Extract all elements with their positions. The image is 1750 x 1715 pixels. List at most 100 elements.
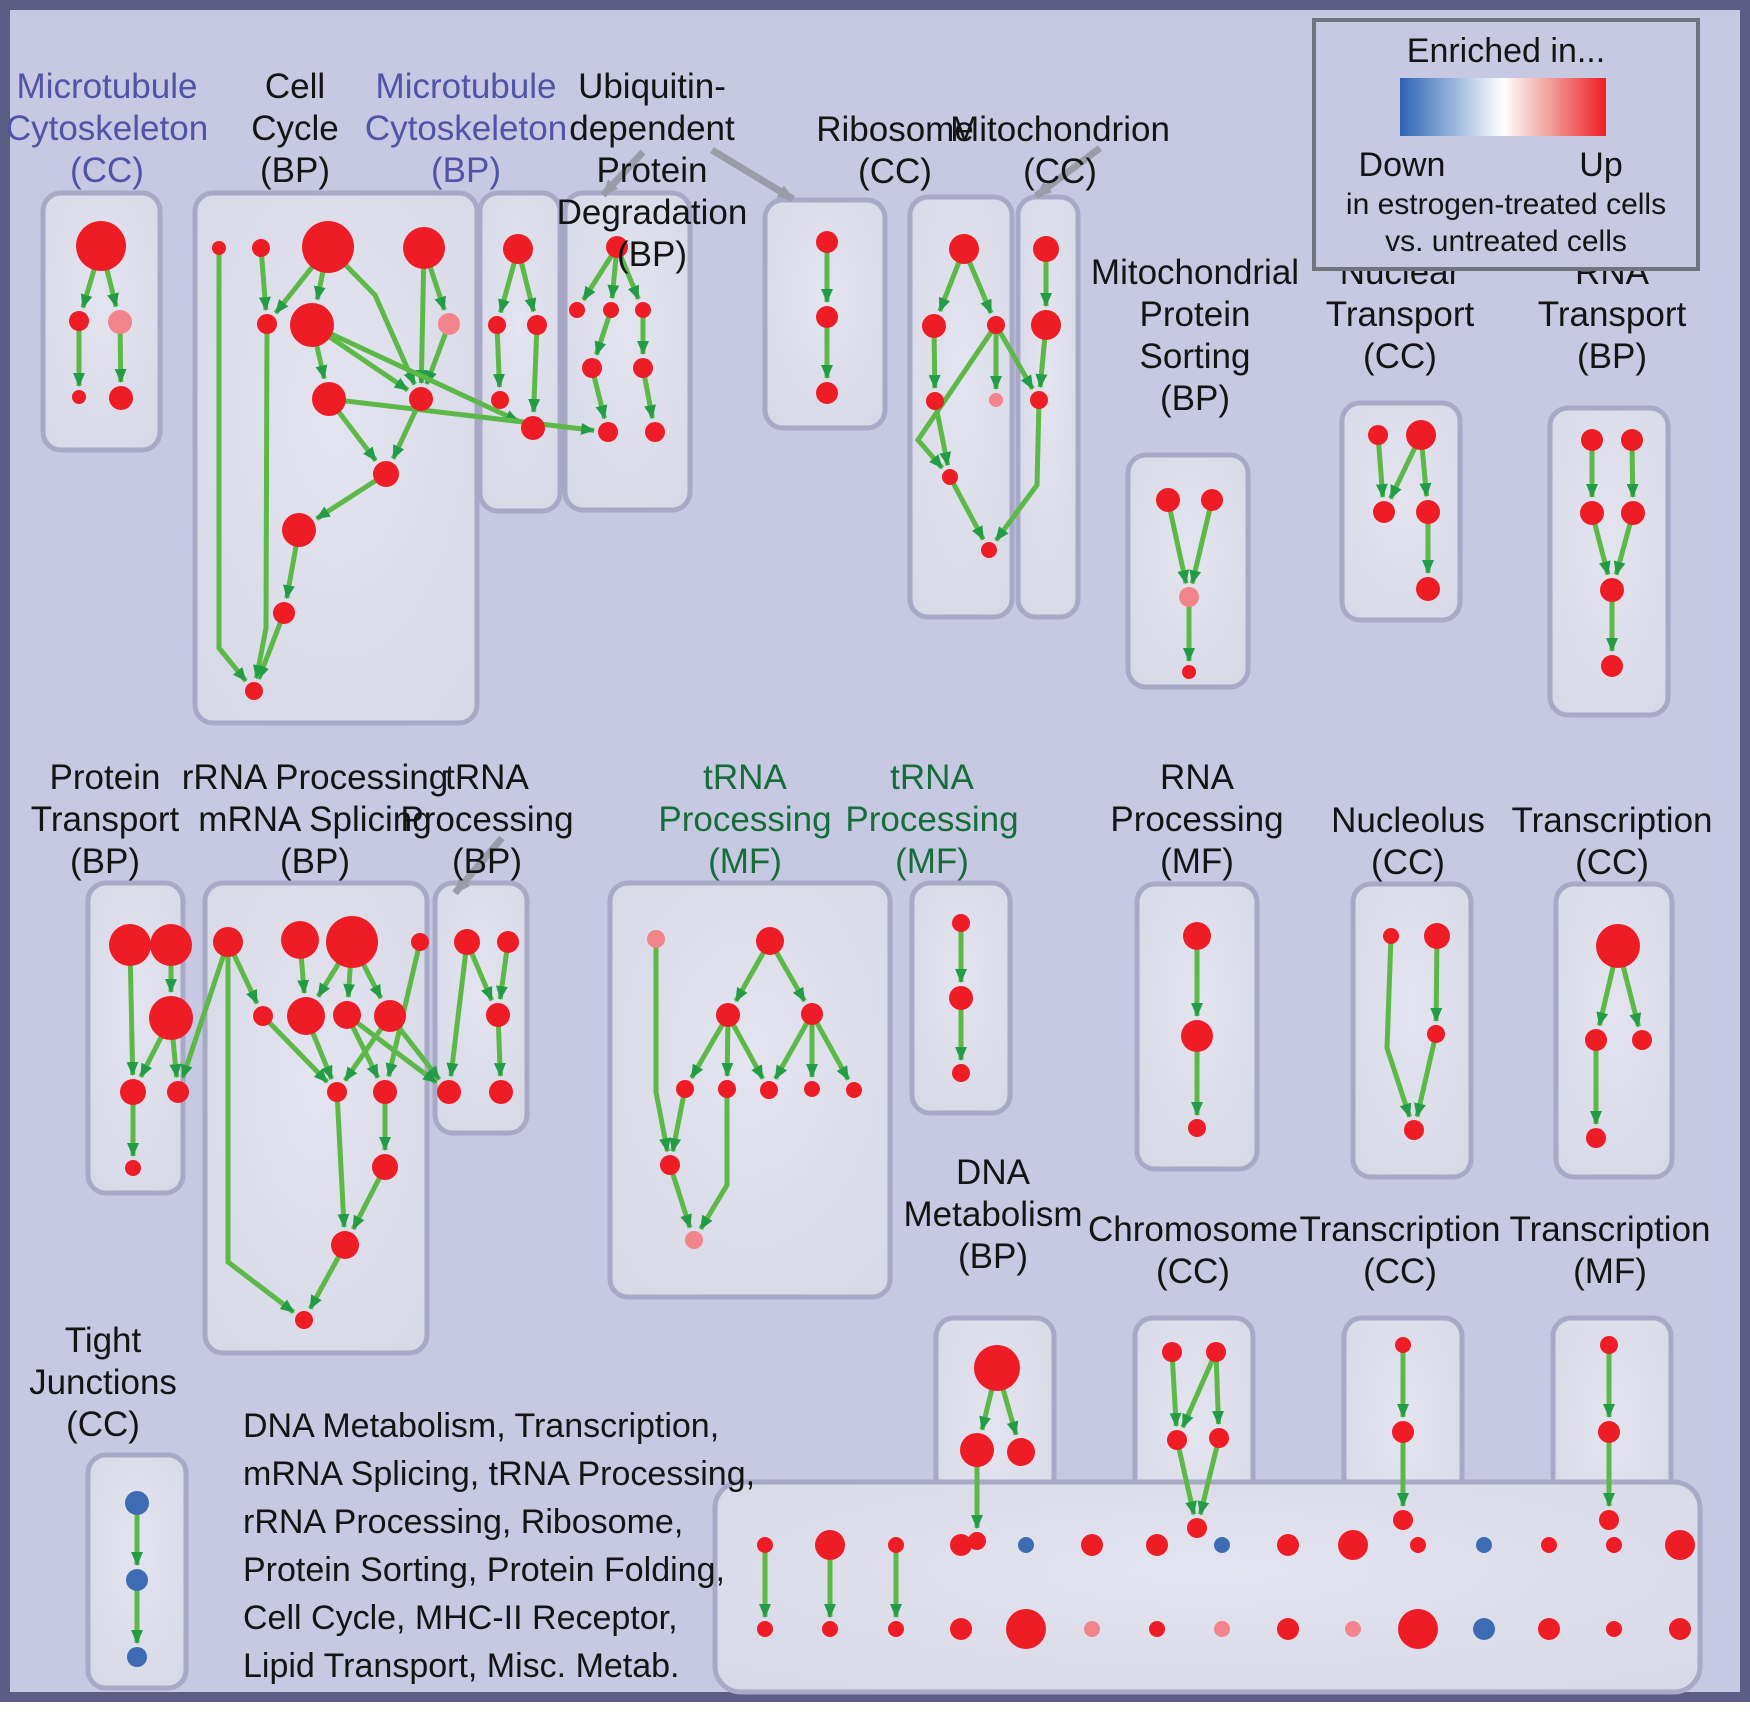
go-edge-arrow-trna-processing-mf-large	[669, 1088, 688, 1153]
go-term-node-protein-transport-bp	[167, 1081, 189, 1103]
strip-node-bottom	[888, 1621, 904, 1637]
strip-node-top	[815, 1530, 845, 1560]
go-term-node-trna-processing-mf-large	[685, 1231, 703, 1249]
misc-label-line: Cell Cycle, MHC-II Receptor,	[243, 1599, 678, 1637]
go-term-node-cell-cycle-bp	[409, 387, 433, 411]
go-term-node-transcription-cc-bottom	[1395, 1337, 1411, 1353]
go-term-node-cell-cycle-bp	[312, 382, 346, 416]
cluster-box-rrna-processing-mrna-splicing-bp	[202, 880, 430, 1356]
go-edge-arrow-cell-cycle-bp	[252, 323, 270, 680]
go-term-node-rna-transport-bp	[1600, 578, 1624, 602]
go-edge-arrow-protein-transport-bp	[126, 944, 139, 1076]
go-term-node-ribosome-cc	[981, 542, 997, 558]
legend-gradient-bar	[1400, 78, 1606, 136]
go-term-node-trna-processing-mf-large	[676, 1080, 694, 1098]
cluster-box-mitochondrion-cc	[1015, 194, 1081, 620]
go-edge-arrow-trna-processing-mf-large	[725, 1013, 765, 1080]
go-edge-arrow-trna-processing-mf-large	[667, 1164, 693, 1229]
strip-node-top	[1665, 1530, 1695, 1560]
go-term-node-ribosome-cc	[949, 234, 979, 264]
go-term-node-rrna-processing-mrna-splicing-bp	[373, 1080, 397, 1104]
go-edge-arrow-chromosome-cc	[1169, 1351, 1182, 1427]
go-term-node-protein-transport-bp	[109, 924, 151, 966]
legend-box: Enriched in... Down Up in estrogen-treat…	[1312, 18, 1700, 271]
go-term-node-ubiquitin-dependent-protein-degradation-bp	[816, 382, 838, 404]
go-term-node-microtubule-cytoskeleton-cc	[109, 386, 133, 410]
cluster-box-nucleolus-cc	[1350, 881, 1474, 1180]
go-term-node-trna-processing-bp	[437, 1080, 461, 1104]
go-term-node-tight-junctions-cc	[127, 1647, 147, 1667]
go-edge-arrow-microtubule-cytoskeleton-bp	[492, 324, 505, 388]
strip-node-bottom	[1006, 1609, 1046, 1649]
go-edge-arrow-trna-processing-mf-large	[689, 1013, 731, 1080]
go-term-node-chromosome-cc	[1187, 1518, 1207, 1538]
go-term-node-trna-processing-mf-large	[660, 1155, 680, 1175]
misc-label-line: mRNA Splicing, tRNA Processing,	[243, 1455, 756, 1493]
go-edge-arrow-trna-processing-mf-large	[653, 939, 671, 1153]
go-term-node-ubiquitin-dependent-protein-degradation-bp	[633, 358, 653, 378]
go-edge-arrow-trna-processing-bp	[446, 941, 470, 1078]
go-term-node-rna-processing-mf	[1188, 1119, 1206, 1137]
go-term-node-rna-transport-bp	[1621, 429, 1643, 451]
go-term-node-rrna-processing-mrna-splicing-bp	[281, 921, 319, 959]
go-term-node-ubiquitin-dependent-protein-degradation-bp	[582, 358, 602, 378]
go-term-node-rrna-processing-mrna-splicing-bp	[287, 997, 325, 1035]
go-term-node-trna-processing-mf-small	[949, 986, 973, 1010]
strip-node-top	[1146, 1534, 1168, 1556]
go-term-node-nuclear-transport-cc	[1368, 425, 1388, 445]
go-term-node-microtubule-cytoskeleton-cc	[72, 390, 86, 404]
go-term-node-rrna-processing-mrna-splicing-bp	[326, 916, 378, 968]
go-term-node-nuclear-transport-cc	[1406, 420, 1436, 450]
go-edge-arrow-trna-processing-mf-large	[698, 1089, 730, 1231]
go-term-node-trna-processing-mf-small	[952, 1064, 970, 1082]
misc-categories-text: DNA Metabolism, Transcription, mRNA Splic…	[243, 1402, 755, 1690]
go-term-node-ribosome-cc	[922, 314, 946, 338]
go-term-node-dna-metabolism-bp	[968, 1532, 986, 1550]
go-term-node-trna-processing-bp	[454, 929, 480, 955]
go-term-node-dna-metabolism-bp	[974, 1345, 1020, 1391]
cluster-box-cell-cycle-bp	[192, 190, 480, 726]
go-term-node-cell-cycle-bp	[282, 513, 316, 547]
strip-node-top	[1476, 1537, 1492, 1553]
go-term-node-trna-processing-mf-large	[716, 1003, 740, 1027]
go-term-node-cell-cycle-bp	[212, 241, 226, 255]
go-edge-arrow-cross	[994, 399, 1042, 542]
legend-title: Enriched in...	[1406, 32, 1606, 70]
misc-label-line: Protein Sorting, Protein Folding,	[243, 1551, 725, 1589]
go-term-node-transcription-cc-mid	[1632, 1030, 1652, 1050]
go-term-node-protein-transport-bp	[120, 1079, 146, 1105]
go-term-node-trna-processing-bp	[486, 1003, 510, 1027]
go-term-node-dna-metabolism-bp	[960, 1433, 994, 1467]
go-term-node-rrna-processing-mrna-splicing-bp	[213, 927, 243, 957]
go-term-node-cell-cycle-bp	[290, 303, 334, 347]
go-term-node-trna-processing-mf-large	[760, 1081, 778, 1099]
strip-node-top	[1541, 1537, 1557, 1553]
go-edge-arrow-microtubule-cytoskeleton-bp	[528, 324, 541, 413]
go-term-node-chromosome-cc	[1162, 1342, 1182, 1362]
go-edge-arrow-nucleolus-cc	[1414, 1033, 1439, 1118]
go-edge-arrow-trna-processing-mf-large	[809, 1012, 851, 1081]
go-edge-arrow-cross	[328, 396, 596, 435]
cluster-box-transcription-cc-mid	[1553, 881, 1675, 1180]
go-term-node-nucleolus-cc	[1424, 923, 1450, 949]
go-term-node-ubiquitin-dependent-protein-degradation-bp	[569, 302, 585, 318]
go-term-node-ribosome-cc	[987, 316, 1005, 334]
strip-node-bottom	[1473, 1618, 1495, 1640]
go-term-node-transcription-cc-mid	[1585, 1029, 1607, 1051]
go-term-node-rna-transport-bp	[1580, 501, 1604, 525]
go-edge-arrow-trna-processing-mf-large	[773, 1012, 815, 1080]
go-edge-arrow-cell-cycle-bp	[258, 247, 271, 311]
go-term-node-trna-processing-mf-large	[804, 1081, 820, 1097]
go-edge-arrow-rrna-processing-mrna-splicing-bp	[225, 942, 296, 1315]
go-term-node-rrna-processing-mrna-splicing-bp	[411, 933, 429, 951]
misc-label-line: Lipid Transport, Misc. Metab.	[243, 1647, 680, 1685]
go-term-node-tight-junctions-cc	[126, 1569, 148, 1591]
go-term-node-chromosome-cc	[1209, 1428, 1229, 1448]
go-edge-arrow-cross	[345, 1013, 438, 1085]
strip-node-top	[1018, 1537, 1034, 1553]
go-term-node-mitochondrial-protein-sorting-bp	[1182, 665, 1196, 679]
go-term-node-ubiquitin-dependent-protein-degradation-bp	[598, 422, 618, 442]
go-term-node-protein-transport-bp	[149, 996, 193, 1040]
go-term-node-nucleolus-cc	[1383, 928, 1399, 944]
